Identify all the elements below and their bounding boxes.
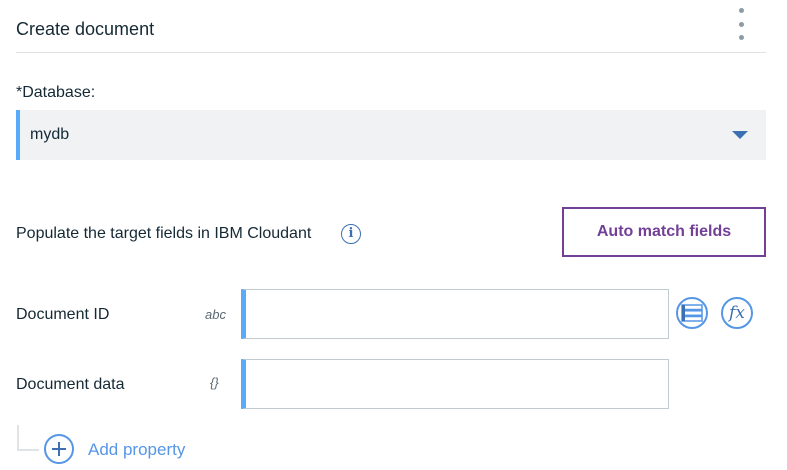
database-value: mydb: [30, 126, 70, 143]
populate-text: Populate the target fields in IBM Clouda…: [16, 225, 312, 242]
add-property-link[interactable]: Add property: [88, 440, 186, 459]
database-mapping-icon[interactable]: [676, 297, 708, 329]
info-icon[interactable]: i: [341, 224, 361, 244]
divider: [16, 52, 766, 53]
document-id-type: abc: [205, 307, 226, 322]
overflow-menu-icon[interactable]: [734, 8, 748, 40]
document-data-input[interactable]: [241, 359, 669, 409]
page-title: Create document: [16, 19, 155, 39]
tree-connector: [17, 425, 39, 451]
function-icon[interactable]: fx: [721, 297, 753, 329]
document-id-input[interactable]: [241, 289, 669, 339]
document-data-label: Document data: [16, 376, 125, 393]
auto-match-fields-button[interactable]: Auto match fields: [562, 207, 766, 257]
caret-down-icon: [732, 131, 748, 139]
document-data-type: {}: [210, 375, 219, 390]
add-icon[interactable]: [44, 434, 74, 464]
document-id-label: Document ID: [16, 306, 110, 323]
database-label: *Database:: [16, 84, 96, 101]
database-select[interactable]: mydb: [16, 110, 766, 160]
